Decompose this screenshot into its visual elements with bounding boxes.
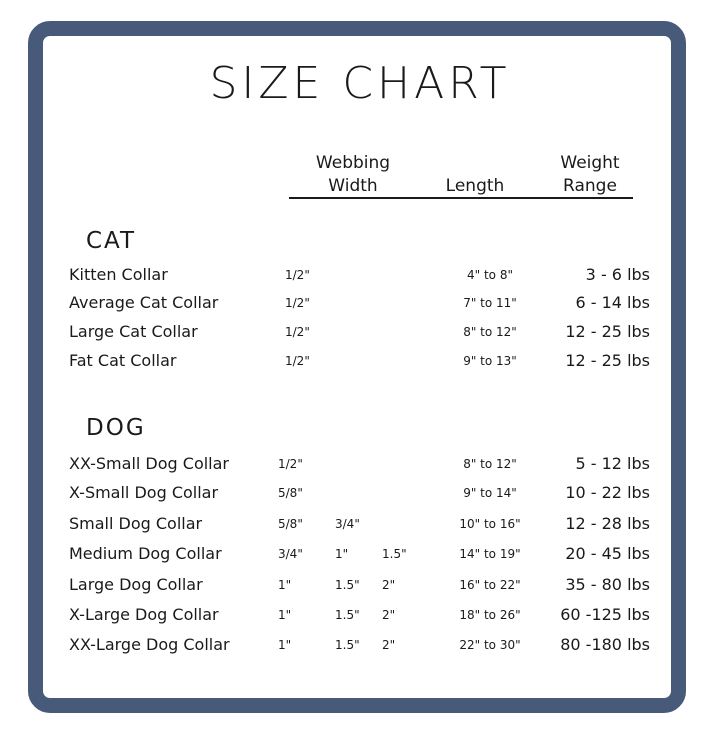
row-weight: 12 - 28 lbs	[565, 514, 650, 533]
row-weight: 3 - 6 lbs	[585, 265, 650, 284]
row-width: 1/2"	[285, 354, 310, 368]
row-width: 2"	[382, 638, 396, 652]
row-width: 1.5"	[335, 608, 360, 622]
header-rule	[289, 197, 633, 199]
row-length: 14" to 19"	[459, 547, 521, 561]
row-width: 1"	[278, 638, 292, 652]
header-length: Length	[445, 176, 505, 196]
row-weight: 5 - 12 lbs	[575, 454, 650, 473]
row-width: 3/4"	[278, 547, 303, 561]
header-weight-line2: Range	[563, 176, 617, 196]
page-title: SIZE CHART	[209, 58, 511, 109]
chart-frame	[28, 21, 686, 713]
row-width: 1"	[278, 578, 292, 592]
row-width: 5/8"	[278, 517, 303, 531]
row-name: Fat Cat Collar	[69, 351, 177, 370]
row-weight: 12 - 25 lbs	[565, 351, 650, 370]
row-name: X-Small Dog Collar	[69, 483, 219, 502]
row-name: Large Cat Collar	[69, 322, 198, 341]
row-weight: 60 -125 lbs	[560, 605, 650, 624]
row-name: Kitten Collar	[69, 265, 168, 284]
row-width: 1/2"	[285, 325, 310, 339]
row-name: Medium Dog Collar	[69, 544, 222, 563]
row-weight: 12 - 25 lbs	[565, 322, 650, 341]
row-width: 1.5"	[382, 547, 407, 561]
row-length: 18" to 26"	[459, 608, 521, 622]
row-name: XX-Large Dog Collar	[69, 635, 230, 654]
row-width: 1"	[278, 608, 292, 622]
row-length: 7" to 11"	[463, 296, 517, 310]
row-name: Large Dog Collar	[69, 575, 203, 594]
row-width: 1"	[335, 547, 349, 561]
header-webbing-width: Webbing Width	[300, 152, 406, 198]
row-width: 1/2"	[285, 268, 310, 282]
row-length: 9" to 14"	[463, 486, 517, 500]
row-length: 8" to 12"	[463, 457, 517, 471]
row-length: 9" to 13"	[463, 354, 517, 368]
row-name: XX-Small Dog Collar	[69, 454, 230, 473]
row-width: 1.5"	[335, 578, 360, 592]
row-weight: 10 - 22 lbs	[565, 483, 650, 502]
row-weight: 35 - 80 lbs	[565, 575, 650, 594]
row-width: 1/2"	[278, 457, 303, 471]
header-weight-range: Weight Range	[545, 152, 635, 198]
row-width: 3/4"	[335, 517, 360, 531]
header-webbing-line2: Width	[328, 176, 378, 196]
header-webbing-line1: Webbing	[315, 153, 391, 173]
row-length: 8" to 12"	[463, 325, 517, 339]
row-length: 4" to 8"	[467, 268, 513, 282]
section-heading-dog: DOG	[86, 415, 146, 441]
row-weight: 20 - 45 lbs	[565, 544, 650, 563]
row-weight: 80 -180 lbs	[560, 635, 650, 654]
row-length: 22" to 30"	[459, 638, 521, 652]
row-length: 16" to 22"	[459, 578, 521, 592]
row-width: 2"	[382, 608, 396, 622]
section-heading-cat: CAT	[86, 228, 137, 254]
row-name: Average Cat Collar	[69, 293, 219, 312]
row-width: 1/2"	[285, 296, 310, 310]
row-width: 1.5"	[335, 638, 360, 652]
row-name: Small Dog Collar	[69, 514, 203, 533]
row-width: 5/8"	[278, 486, 303, 500]
header-weight-line1: Weight	[560, 153, 620, 173]
row-width: 2"	[382, 578, 396, 592]
row-name: X-Large Dog Collar	[69, 605, 219, 624]
row-length: 10" to 16"	[459, 517, 521, 531]
row-weight: 6 - 14 lbs	[575, 293, 650, 312]
